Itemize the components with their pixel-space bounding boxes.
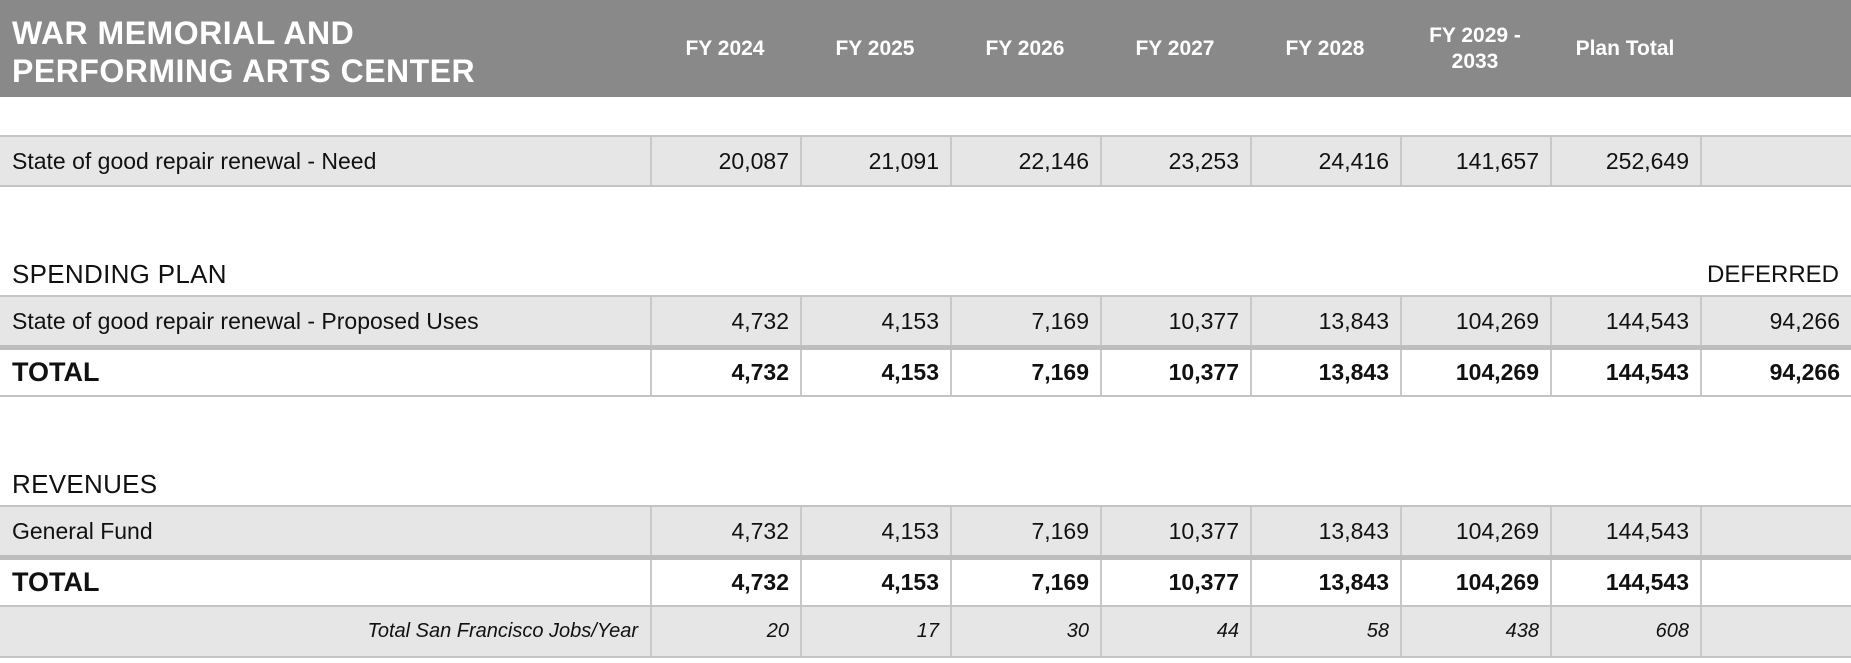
proposed-fy2025: 4,153 [800,297,950,345]
need-fy2027: 23,253 [1100,137,1250,185]
proposed-fy2026: 7,169 [950,297,1100,345]
column-header-fy2026: FY 2026 [985,36,1065,60]
need-fy2024: 20,087 [650,137,800,185]
proposed-deferred: 94,266 [1700,297,1851,345]
proposed-fy2027: 10,377 [1100,297,1250,345]
general-fund-deferred [1700,507,1851,555]
jobs-fy2027: 44 [1100,607,1250,656]
revenues-total-fy2025: 4,153 [800,560,950,605]
general-fund-label: General Fund [12,517,153,544]
revenues-total-deferred [1700,560,1851,605]
need-row-label: State of good repair renewal - Need [12,147,377,174]
revenues-total-label: TOTAL [12,567,100,597]
general-fund-fy2026: 7,169 [950,507,1100,555]
table-header: WAR MEMORIAL AND PERFORMING ARTS CENTER … [0,0,1851,97]
spending-total-fy2025: 4,153 [800,350,950,395]
need-fy2028: 24,416 [1250,137,1400,185]
need-deferred [1700,137,1851,185]
jobs-fy2026: 30 [950,607,1100,656]
spending-total-row: TOTAL 4,732 4,153 7,169 10,377 13,843 10… [0,345,1851,397]
general-fund-fy2028: 13,843 [1250,507,1400,555]
jobs-fy2024: 20 [650,607,800,656]
revenues-total-fy2027: 10,377 [1100,560,1250,605]
deferred-column-label: DEFERRED [1706,261,1839,288]
general-fund-fy2025: 4,153 [800,507,950,555]
jobs-row: Total San Francisco Jobs/Year 20 17 30 4… [0,607,1851,658]
need-fy2025: 21,091 [800,137,950,185]
spending-total-fy2029-2033: 104,269 [1400,350,1550,395]
proposed-fy2029-2033: 104,269 [1400,297,1550,345]
revenues-heading: REVENUES [12,469,158,499]
revenues-total-fy2026: 7,169 [950,560,1100,605]
column-header-plan-total: Plan Total [1575,36,1675,60]
jobs-deferred [1700,607,1851,656]
column-header-fy2027: FY 2027 [1135,36,1215,60]
general-fund-plan-total: 144,543 [1550,507,1700,555]
spending-plan-heading: SPENDING PLAN [12,259,227,289]
column-header-fy2025: FY 2025 [835,36,915,60]
revenues-total-row: TOTAL 4,732 4,153 7,169 10,377 13,843 10… [0,555,1851,607]
spending-total-deferred: 94,266 [1700,350,1851,395]
spending-total-label: TOTAL [12,357,100,387]
page-title: WAR MEMORIAL AND PERFORMING ARTS CENTER [12,14,612,90]
proposed-plan-total: 144,543 [1550,297,1700,345]
jobs-row-label: Total San Francisco Jobs/Year [367,620,638,642]
spending-total-fy2027: 10,377 [1100,350,1250,395]
revenues-total-fy2029-2033: 104,269 [1400,560,1550,605]
column-header-fy2028: FY 2028 [1285,36,1365,60]
proposed-uses-label: State of good repair renewal - Proposed … [12,307,479,334]
general-fund-row: General Fund 4,732 4,153 7,169 10,377 13… [0,505,1851,555]
general-fund-fy2024: 4,732 [650,507,800,555]
spending-total-fy2024: 4,732 [650,350,800,395]
jobs-plan-total: 608 [1550,607,1700,656]
spending-total-fy2026: 7,169 [950,350,1100,395]
proposed-fy2024: 4,732 [650,297,800,345]
need-fy2026: 22,146 [950,137,1100,185]
revenues-total-plan-total: 144,543 [1550,560,1700,605]
revenues-total-fy2024: 4,732 [650,560,800,605]
column-header-fy2029-2033: FY 2029 - 2033 [1429,23,1521,73]
proposed-fy2028: 13,843 [1250,297,1400,345]
general-fund-fy2027: 10,377 [1100,507,1250,555]
jobs-fy2028: 58 [1250,607,1400,656]
need-plan-total: 252,649 [1550,137,1700,185]
revenues-total-fy2028: 13,843 [1250,560,1400,605]
need-fy2029-2033: 141,657 [1400,137,1550,185]
jobs-fy2025: 17 [800,607,950,656]
need-row: State of good repair renewal - Need 20,0… [0,135,1851,187]
title-line-2: PERFORMING ARTS CENTER [12,53,476,89]
proposed-uses-row: State of good repair renewal - Proposed … [0,295,1851,345]
general-fund-fy2029-2033: 104,269 [1400,507,1550,555]
column-header-fy2024: FY 2024 [685,36,765,60]
jobs-fy2029-2033: 438 [1400,607,1550,656]
spending-total-plan-total: 144,543 [1550,350,1700,395]
title-line-1: WAR MEMORIAL AND [12,15,355,51]
spending-total-fy2028: 13,843 [1250,350,1400,395]
